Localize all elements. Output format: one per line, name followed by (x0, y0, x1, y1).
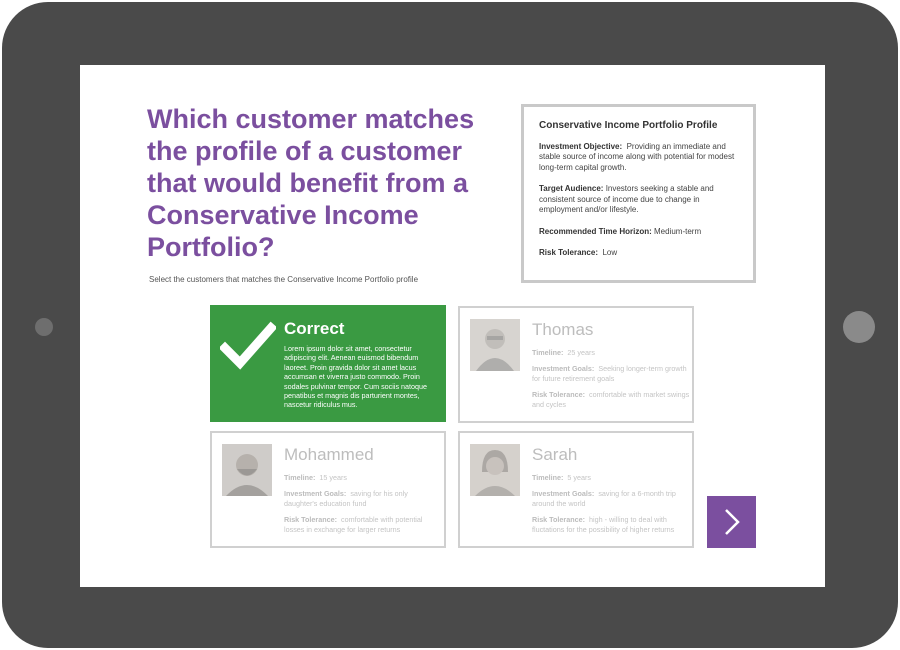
checkmark-icon (220, 321, 276, 370)
customer-name: Sarah (532, 445, 578, 464)
customer-goals: Investment Goals: saving for his only da… (284, 489, 408, 508)
customer-risk: Risk Tolerance: comfortable with market … (532, 390, 690, 409)
customer-goals: Investment Goals: Seeking longer-term gr… (532, 364, 687, 383)
profile-objective: Investment Objective: Providing an immed… (539, 141, 735, 172)
customer-card-sarah[interactable]: Sarah Timeline: 5 years Investment Goals… (458, 431, 694, 548)
customer-card-thomas[interactable]: Thomas Timeline: 25 years Investment Goa… (458, 306, 694, 423)
customer-timeline: Timeline: 5 years (532, 473, 591, 482)
customer-name: Thomas (532, 320, 594, 339)
customer-timeline: Timeline: 25 years (532, 348, 595, 357)
customer-risk: Risk Tolerance: high - willing to deal w… (532, 515, 675, 534)
question-heading: Which customer matches the profile of a … (147, 104, 475, 262)
profile-horizon: Recommended Time Horizon: Medium-term (539, 226, 702, 236)
customer-card-mohammed[interactable]: Mohammed Timeline: 15 years Investment G… (210, 431, 446, 548)
customer-goals: Investment Goals: saving for a 6-month t… (532, 489, 676, 508)
chevron-right-icon (724, 509, 740, 535)
correct-feedback-card[interactable]: Correct Lorem ipsum dolor sit amet, cons… (210, 305, 446, 422)
avatar (470, 319, 520, 371)
customer-timeline: Timeline: 15 years (284, 473, 347, 482)
profile-audience: Target Audience: Investors seeking a sta… (539, 184, 714, 214)
quiz-screen: Which customer matches the profile of a … (80, 65, 825, 587)
customer-name: Mohammed (284, 445, 374, 464)
feedback-body: Lorem ipsum dolor sit amet, consectetur … (284, 344, 428, 410)
feedback-title: Correct (284, 319, 345, 338)
avatar (470, 444, 520, 496)
profile-panel: Conservative Income Portfolio Profile In… (521, 104, 756, 283)
next-button[interactable] (707, 496, 756, 548)
avatar (222, 444, 272, 496)
profile-title: Conservative Income Portfolio Profile (539, 120, 718, 131)
customer-risk: Risk Tolerance: comfortable with potenti… (284, 515, 423, 534)
home-button[interactable] (843, 311, 875, 343)
instruction-text: Select the customers that matches the Co… (149, 275, 419, 284)
camera-icon (35, 318, 53, 336)
profile-risk: Risk Tolerance: Low (539, 248, 618, 257)
